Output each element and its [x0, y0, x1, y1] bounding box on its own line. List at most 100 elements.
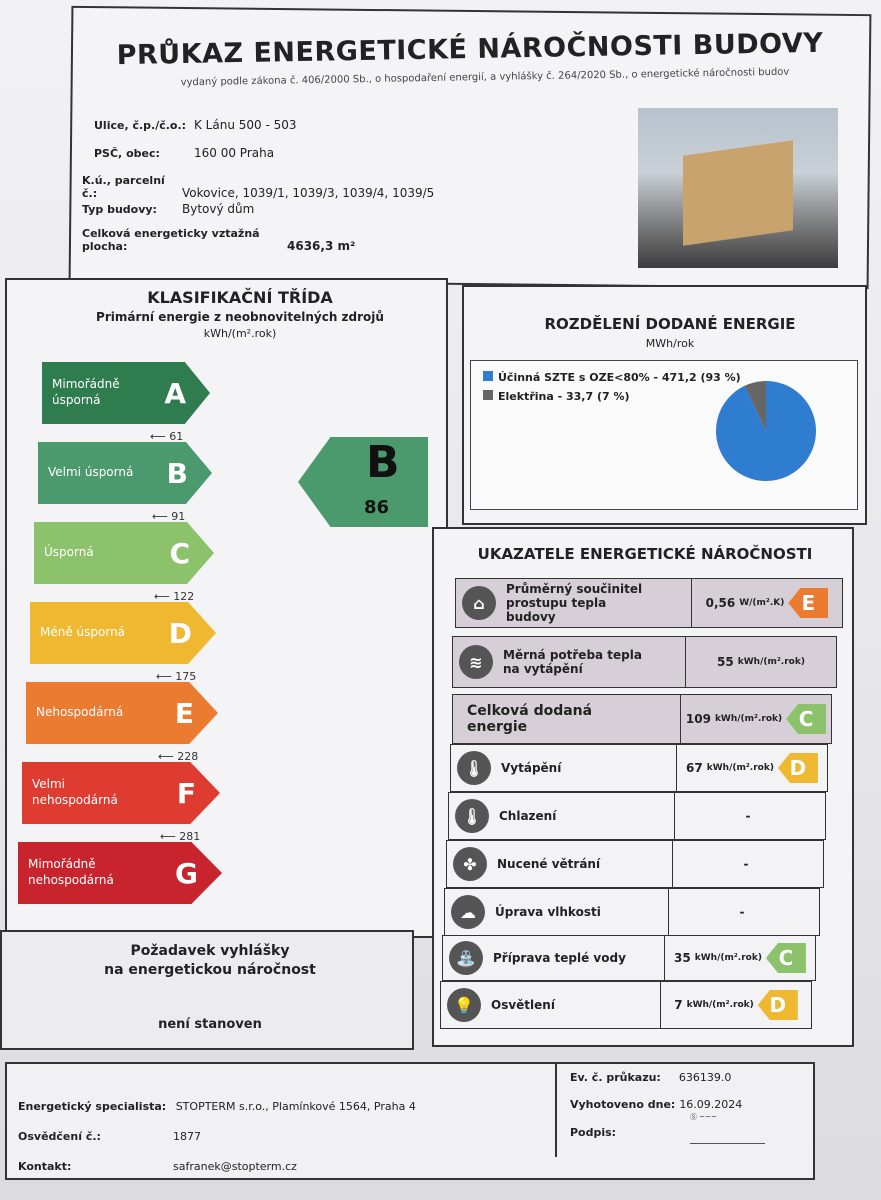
indicator-unit: kWh/(m².rok) — [706, 763, 774, 773]
indicator-row: ≋ Měrná potřeba tepla na vytápění 55 kWh/(m… — [452, 636, 837, 688]
indicator-label: Osvětlení — [491, 998, 555, 1012]
energy-class-f: Velmi nehospodárná F — [22, 762, 220, 824]
building-info-row: Ulice, č.p./č.o.: K Lánu 500 - 503 — [82, 118, 297, 132]
indicator-row: ☁ Úprava vlhkosti - — [444, 888, 820, 936]
energy-class-a: Mimořádně úsporná A — [42, 362, 210, 424]
contact-label: Kontakt: — [18, 1160, 72, 1173]
indicator-class-badge: C — [765, 943, 806, 973]
indicator-label: Chlazení — [499, 809, 557, 823]
energy-class-letter: C — [169, 536, 190, 570]
energy-class-letter: G — [175, 856, 198, 890]
building-info-value: Vokovice, 1039/1, 1039/3, 1039/4, 1039/5 — [182, 186, 435, 200]
energy-class-label: Velmi nehospodárná — [32, 777, 118, 807]
pie-legend-item: Elektřina - 33,7 (7 %) — [483, 390, 741, 403]
indicator-class-badge: D — [777, 753, 818, 783]
requirement-panel — [0, 930, 414, 1050]
building-info-label: Ulice, č.p./č.o.: — [94, 119, 187, 132]
house-icon: ⌂ — [462, 586, 496, 620]
indicator-unit: W/(m².K) — [739, 598, 785, 608]
classification-subtitle: Primární energie z neobnovitelných zdroj… — [96, 310, 384, 324]
energy-class-threshold: ⟵ 122 — [154, 590, 195, 603]
building-info-label: K.ú., parcelní č.: — [82, 174, 165, 200]
indicator-value: - — [745, 809, 751, 823]
indicator-label: Celková dodaná energie — [467, 703, 593, 735]
indicators-title: UKAZATELE ENERGETICKÉ NÁROČNOSTI — [477, 545, 813, 563]
building-info-label: PSČ, obec: — [94, 147, 160, 160]
energy-class-letter: D — [168, 616, 192, 650]
indicator-value: 109 — [685, 712, 711, 726]
energy-class-b: Velmi úsporná B — [38, 442, 212, 504]
indicator-value: 7 — [674, 998, 683, 1012]
energy-class-threshold: ⟵ 175 — [156, 670, 197, 683]
building-info-label: Typ budovy: — [82, 203, 157, 216]
certificate-label: Osvědčení č.: — [18, 1130, 101, 1143]
energy-class-letter: B — [166, 456, 188, 490]
indicator-class-badge: D — [757, 990, 798, 1020]
indicator-row: ✤ Nucené větrání - — [446, 840, 824, 888]
requirement-title-1: Požadavek vyhlášky — [130, 943, 290, 959]
energy-class-threshold: ⟵ 228 — [158, 750, 199, 763]
specialist-label: Energetický specialista: — [18, 1100, 167, 1113]
heating-thermometer-icon: 🌡 — [457, 751, 491, 785]
building-info-value: Bytový dům — [182, 202, 255, 216]
indicator-value: 55 — [717, 655, 734, 669]
indicator-row: 🌡 Vytápění 67 kWh/(m².rok) D — [450, 744, 828, 792]
indicator-unit: kWh/(m².rok) — [714, 714, 783, 724]
distribution-title: ROZDĚLENÍ DODANÉ ENERGIE — [544, 315, 796, 333]
indicator-label: Příprava teplé vody — [493, 951, 626, 965]
indicator-row: Celková dodaná energie 109 kWh/(m².rok) C — [452, 694, 832, 744]
requirement-title-2: na energetickou náročnost — [104, 962, 316, 978]
indicator-label: Vytápění — [501, 761, 562, 775]
indicator-row: ⌂ Průměrný součinitel prostupu tepla budo… — [455, 578, 843, 628]
fan-icon: ✤ — [453, 847, 487, 881]
date-value: 16.09.2024 — [679, 1098, 743, 1111]
water-tap-icon: ⛲ — [449, 941, 483, 975]
indicator-class-badge: E — [788, 588, 829, 618]
energy-class-label: Velmi úsporná — [48, 465, 134, 480]
ev-number-label: Ev. č. průkazu: — [570, 1071, 661, 1084]
energy-class-label: Nehospodárná — [36, 705, 124, 720]
footer-frame — [5, 1062, 815, 1180]
building-info-row: Typ budovy: Bytový dům — [82, 202, 254, 216]
classification-title: KLASIFIKAČNÍ TŘÍDA — [147, 288, 333, 307]
indicator-label: Nucené větrání — [497, 857, 601, 871]
energy-class-e: Nehospodárná E — [26, 682, 218, 744]
indicator-label: Průměrný součinitel prostupu tepla budov… — [506, 582, 643, 624]
humidity-cloud-icon: ☁ — [451, 895, 485, 929]
specialist-value: STOPTERM s.r.o., Plamínkové 1564, Praha … — [175, 1100, 416, 1113]
indicator-row: ⛲ Příprava teplé vody 35 kWh/(m².rok) C — [442, 935, 816, 981]
building-photo — [638, 108, 838, 268]
energy-class-threshold: ⟵ 61 — [150, 430, 184, 443]
distribution-unit: MWh/rok — [645, 337, 695, 350]
energy-class-label: Méně úsporná — [40, 625, 126, 640]
energy-class-letter: F — [176, 776, 196, 810]
building-info-value: 160 00 Praha — [194, 146, 275, 160]
signature-stamp: Ⓢ ~~~ — [690, 1112, 765, 1144]
energy-class-c: Úsporná C — [34, 522, 214, 584]
energy-class-letter: A — [164, 376, 186, 410]
distribution-chart: Účinná SZTE s OZE<80% - 471,2 (93 %) Elek… — [470, 360, 858, 510]
energy-class-label: Mimořádně úsporná — [52, 377, 120, 407]
indicator-class-badge: C — [786, 704, 827, 734]
cooling-thermometer-icon: 🌡 — [455, 799, 489, 833]
current-class-letter: B — [366, 437, 400, 488]
indicator-value: 35 — [674, 951, 691, 965]
indicator-unit: kWh/(m².rok) — [737, 657, 805, 667]
energy-class-d: Méně úsporná D — [30, 602, 216, 664]
certificate-value: 1877 — [173, 1130, 201, 1143]
building-info-row: K.ú., parcelní č.: Vokovice, 1039/1, 1039… — [82, 174, 434, 200]
signature-label: Podpis: — [570, 1126, 617, 1139]
indicator-unit: kWh/(m².rok) — [694, 953, 762, 963]
building-info-label: Celková energeticky vztažná plocha: — [82, 227, 260, 253]
energy-class-threshold: ⟵ 281 — [160, 830, 201, 843]
indicator-row: 🌡 Chlazení - — [448, 792, 826, 840]
current-class-value: 86 — [364, 497, 390, 518]
requirement-value: není stanoven — [158, 1017, 262, 1032]
indicator-label: Měrná potřeba tepla na vytápění — [503, 648, 642, 676]
ev-number-value: 636139.0 — [678, 1071, 732, 1084]
pie-slice — [744, 381, 766, 431]
building-info-value: K Lánu 500 - 503 — [194, 118, 297, 132]
indicator-value: 67 — [686, 761, 703, 775]
indicator-row: 💡 Osvětlení 7 kWh/(m².rok) D — [440, 981, 812, 1029]
